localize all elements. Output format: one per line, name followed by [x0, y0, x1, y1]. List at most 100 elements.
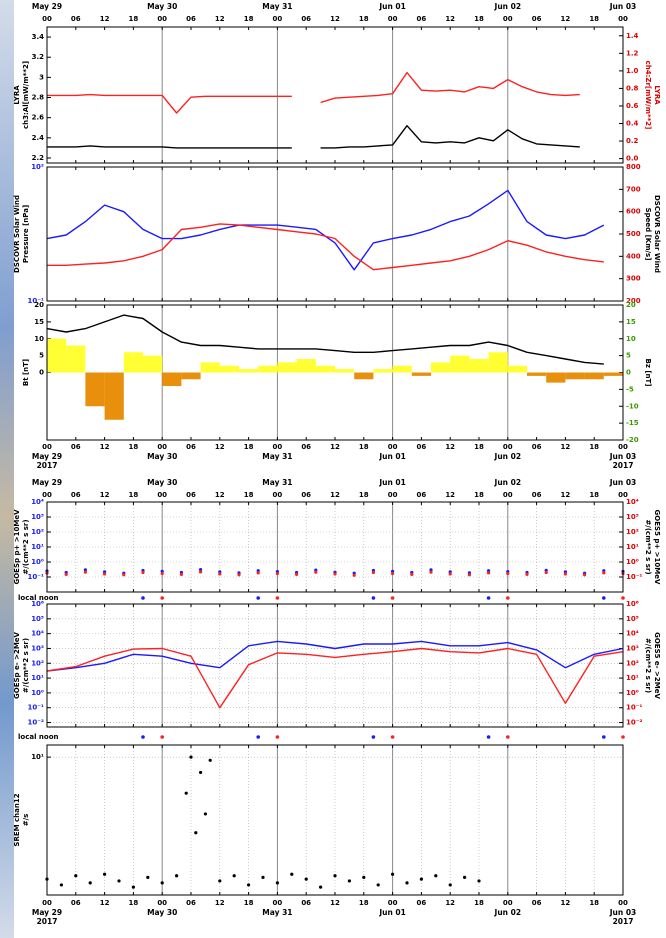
x-tick-label: 06 [532, 491, 542, 499]
y-tick-label: 15 [34, 318, 44, 326]
data-point [275, 571, 279, 576]
area-segment [66, 345, 86, 373]
y2-tick-label: 0.8 [626, 84, 639, 92]
y-tick-label: 2.6 [32, 114, 45, 122]
x-tick-label: 18 [359, 15, 369, 23]
data-point [563, 572, 568, 576]
date-label: Jun 02 [494, 908, 522, 917]
panel-border [46, 166, 624, 302]
local-noon-marker [256, 735, 261, 739]
data-point [319, 885, 323, 889]
y2-tick-label: -5 [626, 385, 634, 393]
x-tick-label: 12 [100, 491, 110, 499]
x-tick-label: 12 [561, 491, 571, 499]
x-tick-label: 00 [273, 443, 283, 451]
y-tick-label: 10⁴ [31, 498, 44, 506]
data-point [333, 572, 337, 576]
x-tick-label: 18 [129, 443, 139, 451]
y-tick-label: 10² [31, 163, 44, 171]
y2-tick-label: 0.0 [626, 155, 639, 163]
y2-tick-label: 0.2 [626, 137, 639, 145]
y2-tick-label: 10⁴ [626, 498, 639, 506]
data-point [189, 755, 193, 759]
data-point [160, 571, 164, 576]
x-tick-label: 06 [71, 15, 81, 23]
x-tick-label: 00 [618, 491, 628, 499]
data-point [88, 881, 92, 885]
y-tick-label: 10⁻² [27, 719, 44, 727]
y-tick-label: 3.2 [32, 53, 45, 61]
y2-tick-label: 10⁻¹ [626, 704, 643, 712]
x-tick-label: 18 [129, 899, 139, 907]
date-label: May 30 [147, 452, 177, 461]
y-axis-label: #/(cm**2 s sr) [22, 638, 30, 693]
y-tick-label: 10⁰ [31, 689, 44, 697]
area-segment [354, 372, 374, 380]
area-segment [488, 352, 508, 373]
area-segment [219, 365, 239, 373]
y2-axis-label: #/(cm**2 s sr) [644, 638, 652, 693]
y2-tick-label: -20 [626, 436, 639, 444]
y2-tick-label: 10 [626, 335, 636, 343]
area-segment [296, 359, 316, 373]
y2-axis-label: GOES5 e- >2MeV [653, 632, 661, 699]
y-tick-label: 10³ [31, 513, 44, 521]
series-line [47, 71, 580, 114]
date-label: May 31 [262, 478, 292, 487]
area-segment [450, 355, 470, 373]
data-point [371, 570, 375, 575]
data-point [232, 874, 236, 878]
data-point [218, 879, 222, 883]
date-label: May 30 [147, 478, 177, 487]
date-label: May 29 [32, 478, 62, 487]
local-noon-marker [506, 735, 510, 739]
date-label: May 31 [262, 452, 292, 461]
x-tick-label: 18 [244, 15, 254, 23]
y-tick-label: 20 [34, 301, 44, 309]
x-tick-label: 00 [42, 899, 52, 907]
y-axis-label: SREM chan12 [13, 793, 21, 846]
data-point [314, 570, 318, 574]
data-point [160, 569, 164, 573]
x-tick-label: 00 [157, 443, 167, 451]
x-tick-label: 18 [244, 443, 254, 451]
data-point [304, 877, 308, 881]
date-label: May 30 [147, 908, 177, 917]
local-noon-marker [486, 735, 491, 739]
y2-axis-label: GOES5 p+ >10MeV [653, 510, 661, 585]
data-point [131, 885, 135, 889]
data-point [64, 572, 68, 576]
y2-tick-label: 10² [626, 659, 639, 667]
x-tick-label: 00 [618, 899, 628, 907]
x-tick-label: 00 [157, 15, 167, 23]
y-axis-label: Pressure [nPa] [22, 205, 30, 263]
area-segment [181, 372, 201, 380]
data-point [391, 569, 395, 573]
local-noon-marker [506, 596, 510, 600]
y-tick-label: 10 [34, 335, 44, 343]
y-axis-label: GOESp e- >2MeV [13, 631, 21, 699]
data-point [583, 573, 587, 577]
x-tick-label: 18 [359, 899, 369, 907]
local-noon-marker [141, 735, 145, 739]
area-segment [200, 362, 220, 373]
area-segment [47, 338, 67, 373]
data-point [429, 568, 433, 572]
y2-tick-label: 10⁻² [626, 719, 643, 727]
y2-axis-label: #/(cm**2 s sr) [644, 519, 652, 574]
x-tick-label: 18 [589, 15, 599, 23]
y2-tick-label: -10 [626, 402, 639, 410]
x-tick-label: 12 [445, 443, 455, 451]
x-tick-label: 00 [273, 899, 283, 907]
y2-axis-label: Bz [nT] [644, 358, 652, 386]
series-line [46, 640, 624, 672]
y-tick-label: 10² [31, 528, 44, 536]
area-segment [527, 372, 547, 376]
data-point [391, 571, 395, 576]
data-point [194, 831, 198, 835]
x-tick-label: 12 [445, 491, 455, 499]
x-tick-label: 18 [129, 491, 139, 499]
x-tick-label: 06 [301, 899, 311, 907]
y-tick-label: 5 [39, 352, 44, 360]
data-point [237, 573, 241, 577]
